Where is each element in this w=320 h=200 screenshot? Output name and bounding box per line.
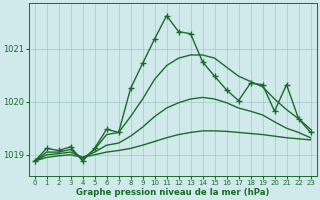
X-axis label: Graphe pression niveau de la mer (hPa): Graphe pression niveau de la mer (hPa) xyxy=(76,188,269,197)
